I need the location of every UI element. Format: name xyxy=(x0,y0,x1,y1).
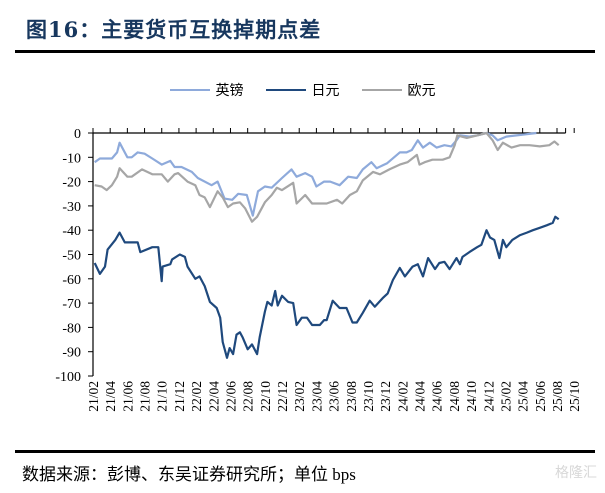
legend-label: 欧元 xyxy=(407,83,436,99)
watermark: 格隆汇 xyxy=(555,465,597,481)
x-tick-label: 23/08 xyxy=(344,381,359,412)
x-tick-label: 23/12 xyxy=(378,381,393,412)
x-tick-label: 25/10 xyxy=(567,381,582,412)
x-tick-label: 23/06 xyxy=(327,381,342,412)
x-tick-label: 25/02 xyxy=(498,381,513,412)
x-tick-label: 25/08 xyxy=(550,381,565,412)
x-tick-label: 23/02 xyxy=(292,381,307,412)
figure-title: 图16：主要货币互换掉期点差 xyxy=(26,17,322,42)
y-tick-label: -70 xyxy=(62,297,81,312)
x-tick-label: 25/04 xyxy=(516,381,531,412)
x-tick-label: 22/02 xyxy=(189,381,204,412)
x-tick-label: 24/04 xyxy=(413,381,428,412)
x-tick-label: 22/06 xyxy=(223,381,238,412)
x-tick-label: 24/08 xyxy=(447,381,462,412)
x-tick-label: 21/10 xyxy=(155,381,170,412)
y-tick-label: 0 xyxy=(74,127,81,142)
x-tick-label: 22/10 xyxy=(258,381,273,412)
y-tick-label: -40 xyxy=(62,224,81,239)
series-line-eur xyxy=(94,131,560,223)
legend-swatch xyxy=(265,88,306,92)
legend: 英镑 日元 欧元 xyxy=(0,80,605,100)
y-tick-label: -80 xyxy=(62,321,81,336)
legend-label: 英镑 xyxy=(215,83,244,99)
series-line-jpy xyxy=(93,215,560,359)
top-rule xyxy=(15,50,595,53)
source-note: 数据来源：彭博、东吴证券研究所；单位 bps xyxy=(22,465,356,484)
x-tick-label: 22/04 xyxy=(206,381,221,412)
x-tick-label: 24/06 xyxy=(430,381,445,412)
y-tick-label: -10 xyxy=(62,151,81,166)
x-tick-label: 24/10 xyxy=(464,381,479,412)
legend-swatch xyxy=(361,88,402,92)
legend-item-eur: 欧元 xyxy=(361,80,436,100)
y-tick-label: -30 xyxy=(62,200,81,215)
y-tick-label: -100 xyxy=(55,370,81,385)
legend-label: 日元 xyxy=(311,83,340,99)
x-tick-label: 23/10 xyxy=(361,381,376,412)
legend-item-jpy: 日元 xyxy=(265,80,340,100)
y-tick-label: -20 xyxy=(62,176,81,191)
x-tick-label: 23/04 xyxy=(309,381,324,412)
legend-item-gbp: 英镑 xyxy=(169,80,244,100)
x-tick-label: 22/12 xyxy=(275,381,290,412)
y-tick-label: -50 xyxy=(62,249,81,264)
x-tick-label: 22/08 xyxy=(241,381,256,412)
x-tick-label: 21/02 xyxy=(86,381,101,412)
x-tick-label: 21/12 xyxy=(172,381,187,412)
legend-swatch xyxy=(169,88,210,92)
x-tick-label: 24/02 xyxy=(395,381,410,412)
x-tick-label: 21/04 xyxy=(103,381,118,412)
x-tick-label: 24/12 xyxy=(481,381,496,412)
bottom-rule xyxy=(15,450,595,453)
x-tick-label: 21/08 xyxy=(138,381,153,412)
y-tick-label: -90 xyxy=(62,346,81,361)
x-tick-label: 25/06 xyxy=(533,381,548,412)
y-tick-label: -60 xyxy=(62,273,81,288)
x-tick-label: 21/06 xyxy=(120,381,135,412)
